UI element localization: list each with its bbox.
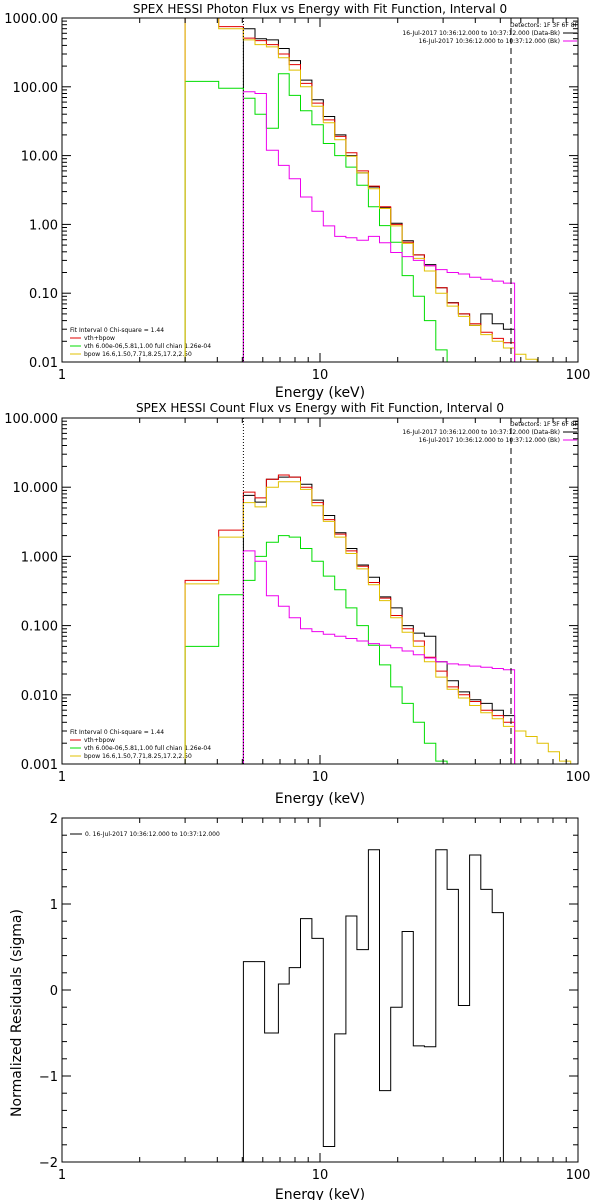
count-series-1-line xyxy=(184,474,516,764)
photon-plot-frame xyxy=(61,17,579,363)
photon-legend-vth: vth 6.00e-06,5.81,1.00 full chian 1.26e-… xyxy=(84,343,211,350)
photon-ytick-label: 1000.00 xyxy=(4,12,58,27)
photon-legend-detectors: Detectors: 1F 3F 6F 8F xyxy=(510,22,579,29)
photon-ytick-label: 0.01 xyxy=(29,356,58,371)
residuals-ylabel: Normalized Residuals (sigma) xyxy=(9,909,25,1117)
photon-series-3-line xyxy=(184,17,549,363)
count-series-4-line xyxy=(242,550,516,764)
residual-series-0-line xyxy=(242,849,515,1163)
count-plot-frame xyxy=(61,417,579,765)
residuals-panel: Energy (keV) Normalized Residuals (sigma… xyxy=(9,812,590,1200)
residual-plot-frame xyxy=(61,817,579,1163)
count-legend-bk: 16-Jul-2017 10:36:12.000 to 10:37:12.000… xyxy=(419,437,560,444)
photon-legend-total: vth+bpow xyxy=(84,335,115,342)
photon-ytick-label: 0.10 xyxy=(29,287,58,302)
count-legend-vth: vth 6.00e-06,5.81,1.00 full chian 1.26e-… xyxy=(84,745,211,752)
residual-ytick-label: 0 xyxy=(50,984,58,999)
count-ytick-label: 0.001 xyxy=(21,758,58,773)
count-xtick-label: 1 xyxy=(58,770,66,785)
residual-ytick-label: −2 xyxy=(39,1156,58,1171)
count-flux-xlabel: Energy (keV) xyxy=(275,791,365,807)
photon-series-4-line xyxy=(242,91,516,362)
photon-legend-data-bk: 16-Jul-2017 10:36:12.000 to 10:37:12.000… xyxy=(402,30,560,37)
count-ytick-label: 10.000 xyxy=(13,481,59,496)
count-ytick-label: 0.010 xyxy=(21,689,58,704)
photon-legend-bk: 16-Jul-2017 10:36:12.000 to 10:37:12.000… xyxy=(419,38,560,45)
photon-ytick-label: 100.00 xyxy=(13,81,59,96)
residual-ytick-label: 2 xyxy=(50,812,58,827)
count-series-2-line xyxy=(184,535,448,764)
count-series-0-line xyxy=(242,476,516,764)
photon-flux-panel: SPEX HESSI Photon Flux vs Energy with Fi… xyxy=(4,2,590,401)
count-ytick-label: 0.100 xyxy=(21,620,58,635)
count-ytick-label: 1.000 xyxy=(21,550,58,565)
residual-xtick-label: 10 xyxy=(312,1168,329,1183)
photon-flux-title: SPEX HESSI Photon Flux vs Energy with Fi… xyxy=(133,2,507,16)
count-legend-fit: Fit Interval 0 Chi-square = 1.44 xyxy=(70,729,164,736)
residual-xtick-label: 100 xyxy=(566,1168,591,1183)
count-series-group xyxy=(184,474,572,764)
count-ytick-label: 100.000 xyxy=(4,412,58,427)
photon-xtick-label: 100 xyxy=(566,368,591,383)
count-legend-bpow: bpow 16.6,1.50,7.71,8.25,17.2,2.50 xyxy=(84,753,192,760)
count-flux-title: SPEX HESSI Count Flux vs Energy with Fit… xyxy=(136,401,504,415)
count-xtick-label: 10 xyxy=(312,770,329,785)
photon-legend-fit: Fit Interval 0 Chi-square = 1.44 xyxy=(70,327,164,334)
photon-ytick-label: 10.00 xyxy=(21,150,58,165)
count-flux-panel: SPEX HESSI Count Flux vs Energy with Fit… xyxy=(4,401,590,807)
residual-series-group xyxy=(242,849,515,1163)
count-xtick-label: 100 xyxy=(566,770,591,785)
count-legend-total: vth+bpow xyxy=(84,737,115,744)
photon-series-1-line xyxy=(184,17,516,362)
residuals-legend: 0. 16-Jul-2017 10:36:12.000 to 10:37:12.… xyxy=(85,831,220,838)
residual-xtick-label: 1 xyxy=(58,1168,66,1183)
residual-ytick-label: −1 xyxy=(39,1070,58,1085)
count-legend-detectors: Detectors: 1F 3F 6F 8F xyxy=(510,421,579,428)
residual-ytick-label: 1 xyxy=(50,898,58,913)
photon-legend-bpow: bpow 16.6,1.50,7.71,8.25,17.2,2.50 xyxy=(84,351,192,358)
photon-xtick-label: 1 xyxy=(58,368,66,383)
photon-flux-xlabel: Energy (keV) xyxy=(275,385,365,401)
photon-series-group xyxy=(184,17,549,363)
count-legend-data-bk: 16-Jul-2017 10:36:12.000 to 10:37:12.000… xyxy=(402,429,560,436)
photon-ytick-label: 1.00 xyxy=(29,218,58,233)
photon-xtick-label: 10 xyxy=(312,368,329,383)
residuals-xlabel: Energy (keV) xyxy=(275,1187,365,1200)
photon-series-2-line xyxy=(184,73,448,362)
